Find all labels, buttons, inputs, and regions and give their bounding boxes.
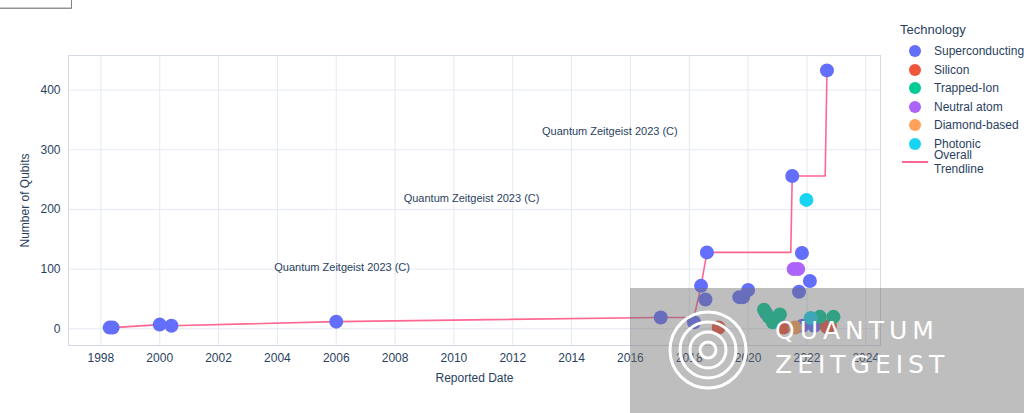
svg-text:2014: 2014 — [558, 351, 585, 365]
svg-text:Reported Date: Reported Date — [435, 371, 513, 385]
svg-text:2002: 2002 — [205, 351, 232, 365]
svg-text:2010: 2010 — [441, 351, 468, 365]
svg-text:Quantum Zeitgeist 2023 (C): Quantum Zeitgeist 2023 (C) — [274, 261, 410, 273]
html-text:Neutral atom: Neutral atom — [934, 99, 1003, 114]
svg-text:400: 400 — [40, 83, 60, 97]
svg-text:2006: 2006 — [323, 351, 350, 365]
svg-text:2004: 2004 — [264, 351, 291, 365]
html-text:Photonic: Photonic — [934, 136, 981, 151]
svg-text:200: 200 — [40, 202, 60, 216]
html-text:Diamond-based: Diamond-based — [934, 118, 1019, 133]
svg-text:Number of Qubits: Number of Qubits — [18, 153, 32, 247]
svg-text:2012: 2012 — [499, 351, 526, 365]
svg-text:1998: 1998 — [88, 351, 115, 365]
svg-text:Quantum Zeitgeist 2023 (C): Quantum Zeitgeist 2023 (C) — [404, 192, 540, 204]
svg-text:Quantum Zeitgeist 2023 (C): Quantum Zeitgeist 2023 (C) — [542, 125, 678, 137]
svg-text:100: 100 — [40, 262, 60, 276]
html-text:QUANTUM: QUANTUM — [775, 316, 939, 345]
svg-text:0: 0 — [54, 322, 61, 336]
svg-text:300: 300 — [40, 143, 60, 157]
html-text:Trapped-Ion: Trapped-Ion — [934, 81, 999, 96]
svg-text:2000: 2000 — [146, 351, 173, 365]
html-text:Superconducting: Superconducting — [934, 44, 1024, 59]
html-text:Overall Trendline: Overall Trendline — [934, 148, 984, 177]
html-text:ZEITGEIST: ZEITGEIST — [775, 350, 950, 379]
html-text:Silicon: Silicon — [934, 62, 970, 77]
svg-text:2008: 2008 — [382, 351, 409, 365]
html-text:Technology: Technology — [900, 22, 966, 37]
